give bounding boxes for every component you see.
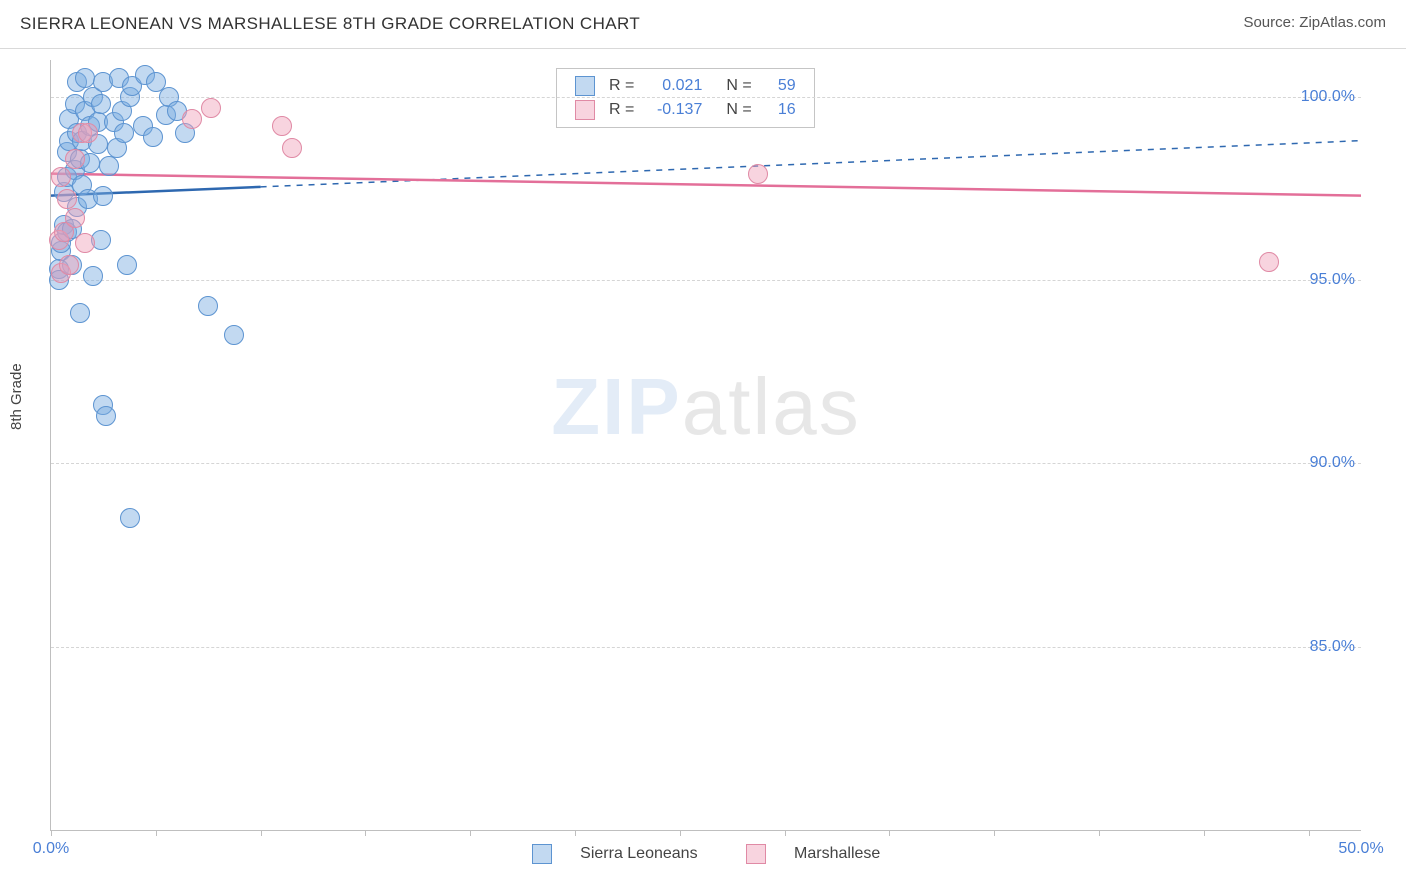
legend-swatch [746, 844, 766, 864]
correlation-legend: R =0.021N =59R =-0.137N =16 [556, 68, 815, 128]
series-legend-label: Marshallese [794, 845, 880, 862]
scatter-plot: ZIPatlas R =0.021N =59R =-0.137N =16 Sie… [50, 60, 1361, 831]
regression-line-sierra-dashed [261, 141, 1361, 187]
scatter-point-sierra [224, 325, 244, 345]
scatter-point-marsh [78, 123, 98, 143]
series-legend-item: Marshallese [734, 845, 893, 862]
x-tick-label-min: 0.0% [33, 840, 69, 858]
legend-R-value: 0.021 [642, 75, 708, 97]
x-tick [889, 830, 890, 836]
x-tick [994, 830, 995, 836]
chart-title: SIERRA LEONEAN VS MARSHALLESE 8TH GRADE … [20, 14, 640, 34]
gridline-h [51, 97, 1361, 98]
scatter-point-marsh [51, 167, 71, 187]
legend-N-value: 59 [760, 75, 802, 97]
scatter-point-marsh [65, 149, 85, 169]
x-tick [51, 830, 52, 836]
x-tick-label-max: 50.0% [1338, 840, 1383, 858]
x-tick [261, 830, 262, 836]
scatter-point-marsh [75, 233, 95, 253]
regression-lines [51, 60, 1361, 830]
x-tick [156, 830, 157, 836]
scatter-point-marsh [182, 109, 202, 129]
scatter-point-sierra [117, 255, 137, 275]
legend-swatch [532, 844, 552, 864]
y-tick-label: 95.0% [1310, 271, 1355, 289]
legend-top-row: R =0.021N =59 [569, 75, 802, 97]
scatter-point-marsh [282, 138, 302, 158]
scatter-point-sierra [120, 508, 140, 528]
scatter-point-marsh [1259, 252, 1279, 272]
y-axis-label: 8th Grade [8, 363, 25, 430]
gridline-h [51, 647, 1361, 648]
x-tick [680, 830, 681, 836]
scatter-point-marsh [57, 189, 77, 209]
scatter-point-sierra [99, 156, 119, 176]
scatter-point-sierra [198, 296, 218, 316]
x-tick [470, 830, 471, 836]
scatter-point-sierra [91, 94, 111, 114]
scatter-point-marsh [65, 208, 85, 228]
legend-N-label: N = [710, 75, 757, 97]
legend-swatch [575, 76, 595, 96]
watermark-zip: ZIP [551, 362, 681, 451]
legend-R-label: R = [603, 75, 640, 97]
scatter-point-sierra [93, 186, 113, 206]
y-tick-label: 100.0% [1301, 88, 1355, 106]
scatter-point-marsh [748, 164, 768, 184]
series-legend-item: Sierra Leoneans [520, 845, 710, 862]
legend-N-value: 16 [760, 99, 802, 121]
x-tick [785, 830, 786, 836]
x-tick [575, 830, 576, 836]
legend-R-value: -0.137 [642, 99, 708, 121]
scatter-point-sierra [114, 123, 134, 143]
regression-line-marsh [51, 174, 1361, 196]
gridline-h [51, 280, 1361, 281]
x-tick [1309, 830, 1310, 836]
watermark: ZIPatlas [551, 361, 860, 453]
legend-R-label: R = [603, 99, 640, 121]
y-tick-label: 90.0% [1310, 454, 1355, 472]
gridline-h [51, 463, 1361, 464]
scatter-point-marsh [272, 116, 292, 136]
chart-header: SIERRA LEONEAN VS MARSHALLESE 8TH GRADE … [0, 0, 1406, 49]
scatter-point-sierra [70, 303, 90, 323]
x-tick [1099, 830, 1100, 836]
x-tick [1204, 830, 1205, 836]
chart-source: Source: ZipAtlas.com [1243, 14, 1386, 31]
legend-N-label: N = [710, 99, 757, 121]
watermark-atlas: atlas [682, 362, 861, 451]
scatter-point-sierra [75, 68, 95, 88]
scatter-point-sierra [96, 406, 116, 426]
legend-swatch [575, 100, 595, 120]
scatter-point-sierra [83, 266, 103, 286]
scatter-point-marsh [201, 98, 221, 118]
series-legend: Sierra Leoneans Marshallese [51, 844, 1361, 864]
legend-top-row: R =-0.137N =16 [569, 99, 802, 121]
scatter-point-sierra [143, 127, 163, 147]
x-tick [365, 830, 366, 836]
series-legend-label: Sierra Leoneans [580, 845, 697, 862]
scatter-point-marsh [59, 255, 79, 275]
y-tick-label: 85.0% [1310, 638, 1355, 656]
